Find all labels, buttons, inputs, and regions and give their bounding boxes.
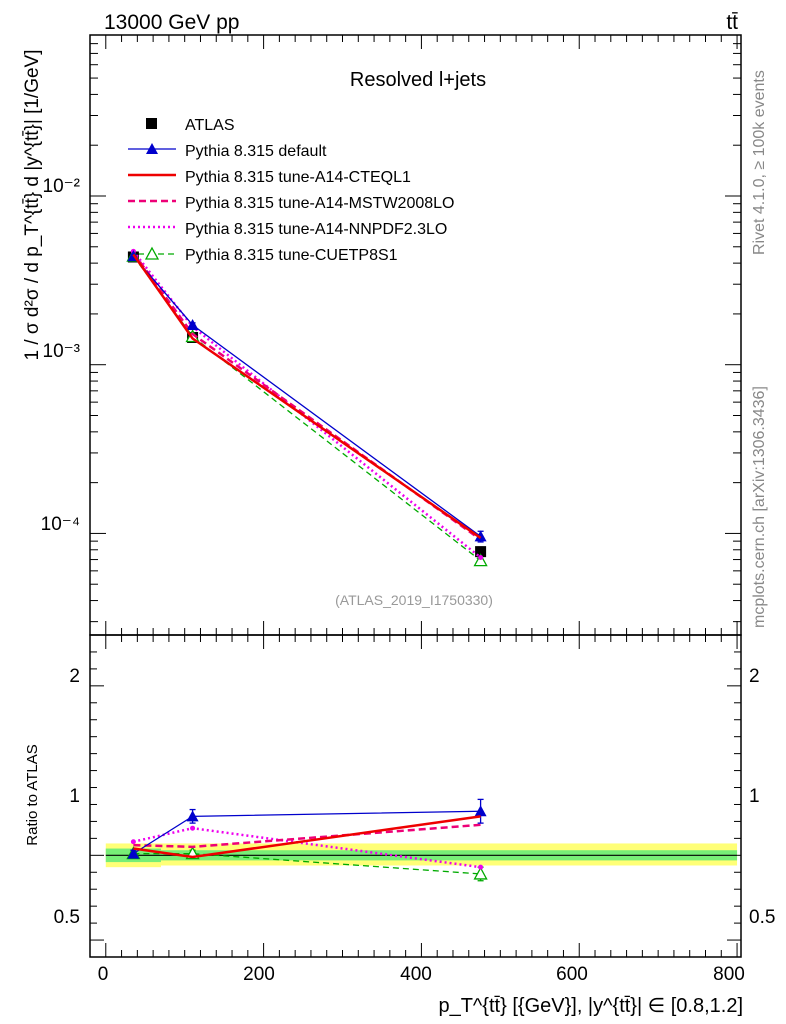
analysis-watermark: (ATLAS_2019_I1750330) [335,592,493,608]
main-y-tick-label: 10⁻³ [43,341,81,362]
axis-ticks [90,34,741,957]
main-plot-title: Resolved l+jets [350,69,486,91]
series-line-nnpdf [132,250,482,559]
data-point-marker [474,530,487,542]
mcplots-label: mcplots.cern.ch [arXiv:1306.3436] [751,386,768,628]
series-line-mstw [132,252,482,541]
x-tick-label: 800 [713,964,745,985]
legend-label-mstw: Pythia 8.315 tune-A14-MSTW2008LO [185,195,454,212]
ratio-y-tick-label: 1 [69,786,80,807]
data-point-marker [478,554,484,560]
series-line-cteql1 [132,253,482,539]
ratio-uncertainty-band [105,843,738,868]
legend-label-default: Pythia 8.315 default [185,143,327,160]
ratio-y-tick-label: 0.5 [54,907,80,928]
ratio-y-tick-label-right: 0.5 [749,907,775,928]
legend-marker-cuetp [144,246,160,260]
data-point-marker [478,864,484,870]
data-point-marker [473,553,488,567]
main-y-tick-label: 10⁻² [43,176,81,197]
series-line-mstw [133,823,481,849]
legend: ATLAS Pythia 8.315 default Pythia 8.315 … [128,117,454,264]
x-tick-label: 200 [243,964,275,985]
x-tick-label: 0 [98,964,109,985]
ratio-y-tick-label: 2 [69,666,80,687]
ratio-plot-series [126,798,488,882]
x-tick-label: 400 [400,964,432,985]
main-y-tick-labels: 10⁻⁴ 10⁻³ 10⁻² [41,176,80,535]
x-tick-label: 600 [556,964,588,985]
data-point-marker [186,318,199,330]
data-point-marker [130,839,136,845]
x-tick-labels: 0 200 400 600 800 [98,964,745,985]
series-line-cteql1 [133,815,481,859]
main-plot-series [126,248,488,567]
legend-label-atlas: ATLAS [185,117,235,134]
ratio-y-tick-label-right: 1 [749,786,760,807]
series-line-cuetp [133,852,481,875]
main-y-tick-label: 10⁻⁴ [41,514,80,535]
data-point-marker [127,847,140,859]
legend-label-cuetp: Pythia 8.315 tune-CUETP8S1 [185,247,398,264]
header-process-label: tt̄ [726,11,738,34]
ratio-y-axis-label: Ratio to ATLAS [24,744,41,845]
data-point-marker [186,810,199,822]
data-point-marker [475,546,487,558]
data-point-marker [473,866,488,880]
data-point-marker [474,805,487,817]
ratio-y-tick-label-right: 2 [749,666,760,687]
ratio-y-tick-labels: 0.5 1 2 0.5 1 2 [54,666,776,928]
legend-marker-default [146,143,158,154]
rivet-version-label: Rivet 4.1.0, ≥ 100k events [751,70,768,255]
series-line-default [132,255,481,537]
legend-label-cteql1: Pythia 8.315 tune-A14-CTEQL1 [185,169,411,186]
main-y-axis-label: 1 / σ d²σ / d p_T^{tt̄} d |y^{tt̄}| [1/G… [22,50,43,361]
legend-marker-atlas [146,118,157,129]
legend-label-nnpdf: Pythia 8.315 tune-A14-NNPDF2.3LO [185,221,447,238]
header-energy-label: 13000 GeV pp [104,11,239,34]
x-axis-label: p_T^{tt̄} [{GeV}], |y^{tt̄}| ∈ [0.8,1.2] [438,995,743,1017]
ratio-plot-frame [89,634,742,958]
data-point-marker [190,825,196,831]
